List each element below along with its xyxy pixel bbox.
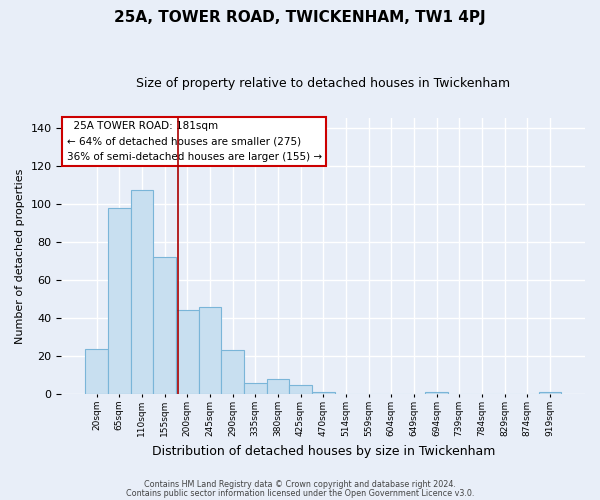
Bar: [244, 383, 266, 394]
Bar: [312, 392, 335, 394]
Y-axis label: Number of detached properties: Number of detached properties: [15, 168, 25, 344]
Bar: [539, 392, 561, 394]
X-axis label: Distribution of detached houses by size in Twickenham: Distribution of detached houses by size …: [152, 444, 495, 458]
Bar: [221, 350, 244, 394]
Bar: [85, 348, 108, 394]
Text: 25A TOWER ROAD: 181sqm  
← 64% of detached houses are smaller (275)
36% of semi-: 25A TOWER ROAD: 181sqm ← 64% of detached…: [67, 121, 322, 162]
Bar: [153, 257, 176, 394]
Title: Size of property relative to detached houses in Twickenham: Size of property relative to detached ho…: [136, 78, 510, 90]
Bar: [108, 208, 131, 394]
Text: Contains public sector information licensed under the Open Government Licence v3: Contains public sector information licen…: [126, 488, 474, 498]
Bar: [131, 190, 153, 394]
Bar: [266, 379, 289, 394]
Bar: [199, 306, 221, 394]
Bar: [289, 384, 312, 394]
Text: Contains HM Land Registry data © Crown copyright and database right 2024.: Contains HM Land Registry data © Crown c…: [144, 480, 456, 489]
Bar: [176, 310, 199, 394]
Bar: [425, 392, 448, 394]
Text: 25A, TOWER ROAD, TWICKENHAM, TW1 4PJ: 25A, TOWER ROAD, TWICKENHAM, TW1 4PJ: [114, 10, 486, 25]
